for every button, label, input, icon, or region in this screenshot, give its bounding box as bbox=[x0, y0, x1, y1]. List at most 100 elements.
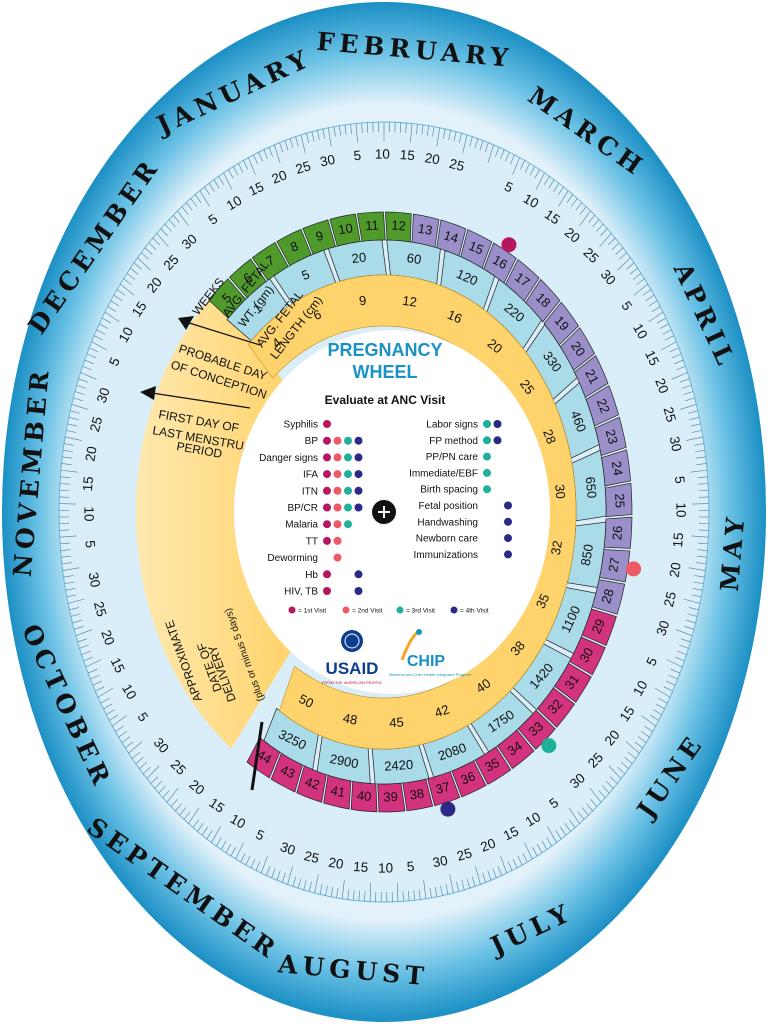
day-tick bbox=[512, 157, 520, 175]
day-tick bbox=[524, 163, 530, 173]
day-tick bbox=[314, 874, 319, 894]
day-label: 5 bbox=[672, 475, 688, 484]
day-tick bbox=[91, 341, 108, 351]
day-label: 20 bbox=[667, 561, 684, 578]
day-tick bbox=[101, 317, 111, 324]
day-tick bbox=[696, 555, 707, 558]
day-tick bbox=[510, 154, 515, 165]
legend-dot bbox=[396, 606, 404, 614]
eval-item: Birth spacing bbox=[420, 485, 478, 496]
length-label: 50 bbox=[296, 691, 316, 711]
left-wedge bbox=[136, 289, 292, 749]
day-tick bbox=[664, 335, 675, 341]
visit-dot bbox=[504, 534, 512, 543]
delivery-pointer bbox=[250, 721, 264, 791]
day-tick bbox=[569, 808, 580, 824]
legend-dot bbox=[342, 606, 350, 614]
day-tick bbox=[586, 803, 593, 812]
day-tick bbox=[602, 785, 610, 794]
day-tick bbox=[695, 456, 706, 459]
visit-marker bbox=[440, 801, 456, 817]
day-tick bbox=[96, 329, 106, 335]
day-label: 10 bbox=[378, 861, 393, 876]
day-tick bbox=[524, 842, 533, 860]
visit-dot bbox=[333, 453, 342, 462]
day-tick bbox=[137, 257, 151, 271]
day-tick bbox=[543, 176, 550, 185]
day-tick bbox=[629, 267, 638, 275]
day-tick bbox=[126, 273, 136, 280]
day-tick bbox=[487, 144, 494, 163]
day-tick bbox=[694, 449, 705, 453]
day-tick bbox=[112, 715, 127, 727]
visit-dot bbox=[483, 485, 491, 494]
day-tick bbox=[245, 855, 251, 866]
visit-dot bbox=[483, 420, 491, 428]
week-label: 20 bbox=[568, 339, 589, 359]
day-tick bbox=[188, 808, 199, 824]
day-tick bbox=[63, 575, 74, 578]
day-tick bbox=[60, 476, 71, 479]
day-tick bbox=[492, 868, 497, 879]
day-label: 30 bbox=[278, 839, 297, 858]
day-tick bbox=[248, 157, 256, 175]
day-tick bbox=[181, 206, 189, 215]
day-tick bbox=[76, 384, 87, 389]
day-tick bbox=[175, 803, 182, 812]
day-label: 15 bbox=[129, 299, 150, 320]
day-tick bbox=[541, 840, 548, 850]
day-tick bbox=[79, 644, 89, 649]
day-label: 15 bbox=[642, 348, 662, 368]
day-tick bbox=[637, 736, 647, 743]
day-tick bbox=[208, 183, 215, 192]
day-tick bbox=[688, 567, 706, 571]
day-tick bbox=[633, 283, 648, 296]
day-label: 5 bbox=[353, 148, 362, 164]
day-tick bbox=[292, 876, 297, 887]
day-tick bbox=[651, 306, 661, 312]
day-label: 15 bbox=[108, 655, 128, 675]
legend-label: = 3rd Visit bbox=[406, 608, 435, 615]
subtitle: Evaluate at ANC Visit bbox=[325, 393, 446, 407]
day-tick bbox=[92, 680, 102, 686]
visit-dot bbox=[344, 503, 352, 512]
visit-dot bbox=[323, 587, 331, 595]
day-tick bbox=[59, 535, 77, 538]
visit-dot bbox=[333, 536, 342, 545]
day-tick bbox=[258, 152, 263, 162]
day-tick bbox=[128, 741, 143, 754]
day-tick bbox=[462, 134, 468, 154]
day-tick bbox=[107, 306, 117, 312]
day-label: 15 bbox=[399, 147, 415, 163]
day-tick bbox=[690, 423, 701, 427]
day-tick bbox=[69, 607, 80, 611]
day-tick bbox=[81, 650, 91, 655]
day-tick bbox=[600, 228, 608, 237]
day-label: 10 bbox=[375, 147, 390, 162]
day-label: 25 bbox=[661, 590, 679, 608]
day-tick bbox=[130, 267, 139, 275]
day-label: 30 bbox=[86, 571, 104, 589]
day-tick bbox=[500, 855, 508, 874]
day-tick bbox=[532, 847, 538, 857]
day-tick bbox=[658, 697, 668, 704]
week-label: 11 bbox=[365, 217, 379, 233]
day-tick bbox=[688, 607, 699, 611]
day-tick bbox=[75, 629, 93, 636]
day-label: 30 bbox=[431, 853, 449, 871]
weight-label: 650 bbox=[583, 476, 600, 499]
day-tick bbox=[366, 122, 369, 133]
legend-dot bbox=[288, 606, 296, 614]
day-tick bbox=[555, 830, 562, 840]
day-tick bbox=[671, 353, 682, 359]
day-tick bbox=[220, 840, 227, 850]
day-tick bbox=[619, 252, 627, 260]
day-tick bbox=[66, 430, 77, 433]
day-label: 15 bbox=[353, 859, 369, 875]
week-label: 36 bbox=[459, 768, 478, 787]
eval-item: Deworming bbox=[267, 553, 318, 564]
day-tick bbox=[131, 751, 141, 759]
week-label: 41 bbox=[329, 783, 346, 801]
day-tick bbox=[243, 160, 248, 170]
